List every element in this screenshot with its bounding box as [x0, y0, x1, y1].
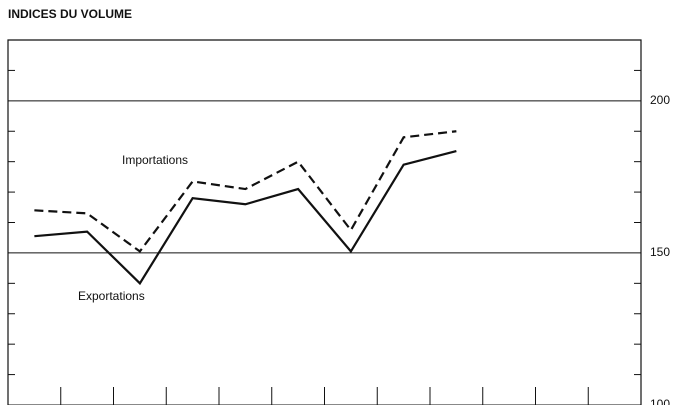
y-tick-label: 150 — [650, 245, 670, 259]
line-series — [34, 149, 457, 286]
y-tick-label: 200 — [650, 93, 670, 107]
line-series — [34, 130, 457, 253]
series-label: Exportations — [78, 289, 145, 303]
plot-frame — [7, 39, 642, 405]
series-label: Importations — [122, 153, 188, 167]
y-tick-label: 100 — [650, 397, 670, 405]
chart-title: INDICES DU VOLUME — [8, 7, 132, 21]
